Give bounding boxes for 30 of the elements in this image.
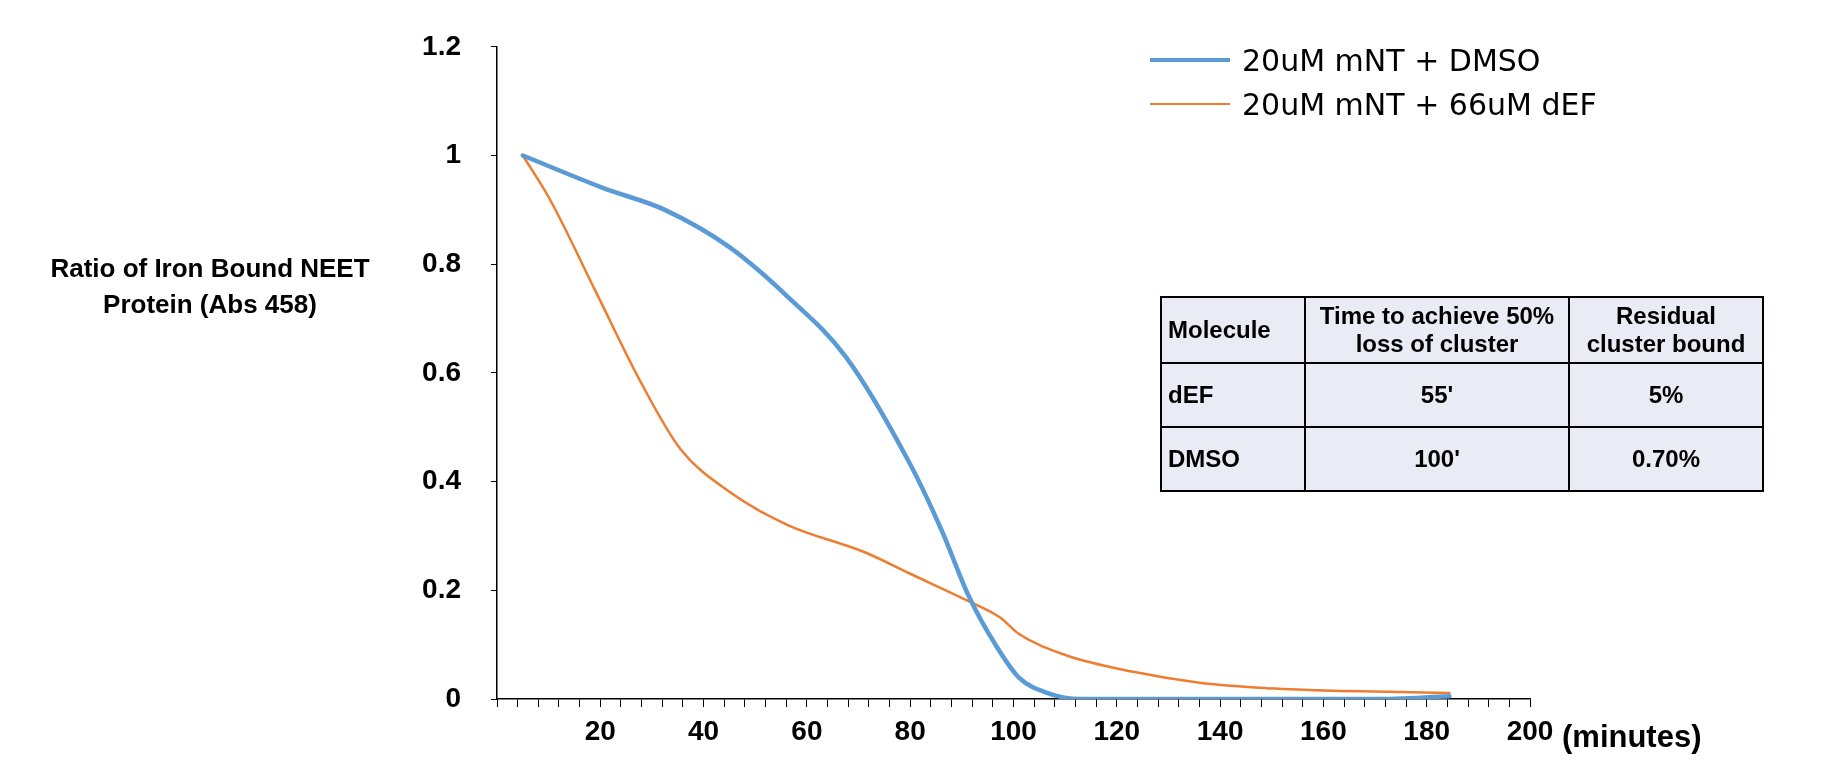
x-axis-title: (minutes) bbox=[1562, 719, 1702, 755]
y-tick-label: 0.4 bbox=[422, 464, 462, 496]
x-tick-label: 200 bbox=[1506, 714, 1554, 746]
x-tick-label: 40 bbox=[688, 714, 720, 746]
annotation: Time to achieve 50% loss of cluster bbox=[1305, 297, 1569, 363]
annotation: Molecule bbox=[1161, 297, 1305, 363]
annotation: 100' bbox=[1305, 427, 1569, 491]
x-tick-label: 120 bbox=[1093, 714, 1141, 746]
x-tick-label: 140 bbox=[1196, 714, 1244, 746]
x-tick-label: 160 bbox=[1300, 714, 1347, 746]
y-tick-label: 0.6 bbox=[422, 355, 461, 387]
x-tick-label: 180 bbox=[1403, 714, 1451, 746]
y-tick-label: 1 bbox=[445, 138, 461, 170]
x-tick-label: 60 bbox=[791, 714, 823, 746]
x-tick-label: 80 bbox=[894, 714, 926, 746]
y-tick-label: 0.8 bbox=[422, 246, 461, 278]
x-tick-label: 20 bbox=[584, 714, 616, 746]
text: Residual cluster bound bbox=[1569, 297, 1763, 363]
annotation: 55' bbox=[1305, 363, 1569, 427]
annotation: DMSO bbox=[1161, 427, 1305, 491]
x-tick-label: 100 bbox=[990, 714, 1037, 746]
annotation: dEF bbox=[1161, 363, 1305, 427]
y-tick-label: 0.2 bbox=[422, 573, 461, 605]
y-tick-label: 1.2 bbox=[422, 29, 461, 61]
legend-label: 20uM mNT + 66uM dEF bbox=[1242, 86, 1597, 122]
text: 5% bbox=[1569, 363, 1763, 427]
text: 0.70% bbox=[1569, 427, 1763, 491]
legend-label: 20uM mNT + DMSO bbox=[1242, 42, 1541, 78]
y-tick-label: 0 bbox=[445, 681, 461, 713]
y-axis-title: Ratio of Iron Bound NEET Protein (Abs 458) bbox=[49, 252, 371, 321]
